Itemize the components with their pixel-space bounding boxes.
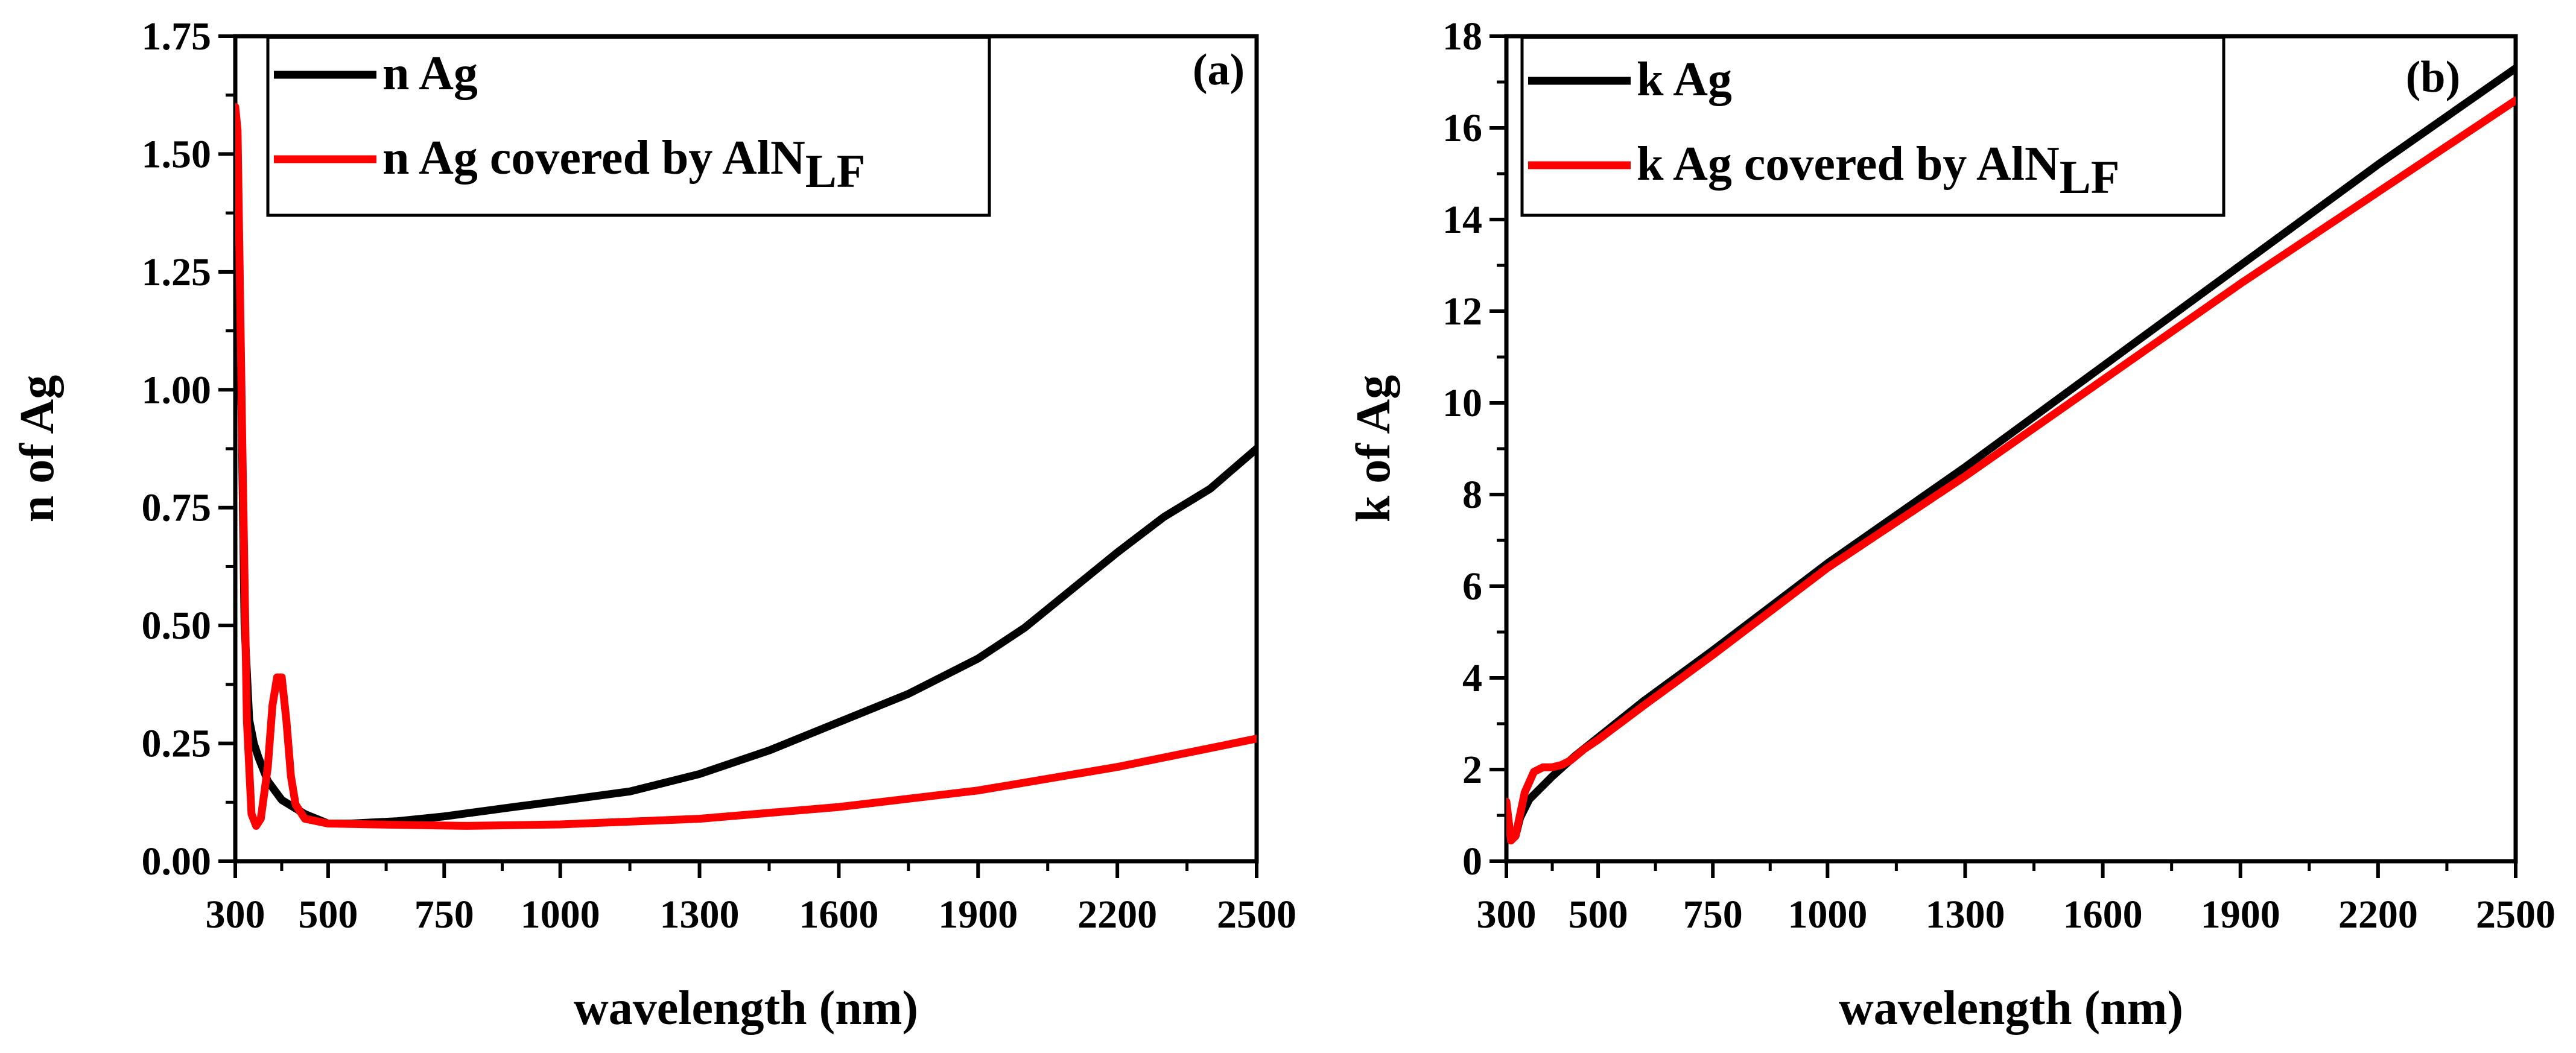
x-axis-label: wavelength (nm) [1839, 982, 2183, 1035]
y-axis-label: n of Ag [11, 375, 64, 523]
y-tick-label: 12 [1442, 289, 1482, 334]
x-tick-label: 2200 [2338, 893, 2418, 937]
y-tick-label: 2 [1462, 748, 1482, 792]
legend-box [266, 36, 991, 217]
x-tick-label: 2500 [1217, 893, 1296, 937]
series-line-red [235, 103, 1257, 830]
y-axis-label: k of Ag [1347, 375, 1400, 523]
y-tick-label: 0.75 [142, 486, 212, 530]
x-tick-label: 750 [414, 893, 474, 937]
x-tick-label: 750 [1683, 893, 1743, 937]
series-line-black [235, 112, 1257, 827]
y-tick-label: 4 [1462, 656, 1482, 700]
panel-label: (b) [2406, 52, 2460, 102]
y-tick-label: 0.00 [142, 840, 212, 884]
x-tick-label: 1000 [521, 893, 600, 937]
x-tick-label: 2200 [1077, 893, 1157, 937]
x-tick-label: 1600 [799, 893, 878, 937]
x-tick-label: 300 [206, 893, 265, 937]
y-tick-label: 1.50 [142, 132, 212, 176]
x-tick-label: 1900 [938, 893, 1018, 937]
x-tick-label: 2500 [2476, 893, 2555, 937]
x-tick-label: 300 [1477, 893, 1537, 937]
legend-label: n Ag [382, 47, 478, 100]
y-tick-label: 14 [1442, 198, 1482, 242]
x-tick-label: 500 [298, 893, 358, 937]
legend-subscript: LF [805, 145, 866, 197]
chart-a: 300 500 750 1000 1300 1600 1900 2200 2500 0.00 0.2… [11, 14, 1296, 1035]
chart-b: 300 500 750 1000 1300 1600 1900 2200 2500 0 2 4 6 8 10… [1347, 14, 2555, 1035]
y-tick-label: 8 [1462, 473, 1482, 517]
y-tick-label: 0 [1462, 840, 1482, 884]
y-tick-label: 18 [1442, 14, 1482, 58]
y-tick-label: 10 [1442, 381, 1482, 425]
legend-label: k Ag [1637, 53, 1732, 106]
y-tick-label: 0.50 [142, 604, 212, 648]
y-tick-label: 16 [1442, 106, 1482, 150]
y-tick-label: 1.00 [142, 368, 212, 412]
series-line-red [1506, 96, 2516, 845]
x-tick-label: 1900 [2201, 893, 2280, 937]
y-tick-label: 0.25 [142, 722, 212, 766]
y-tick-label: 6 [1462, 564, 1482, 609]
panel-label: (a) [1193, 45, 1245, 95]
legend-box [1520, 36, 2225, 217]
x-tick-label: 500 [1569, 893, 1628, 937]
x-tick-label: 1600 [2063, 893, 2143, 937]
x-tick-label: 1300 [660, 893, 740, 937]
x-tick-label: 1300 [1925, 893, 2005, 937]
x-axis-label: wavelength (nm) [574, 982, 918, 1035]
y-tick-label: 1.25 [142, 250, 212, 294]
y-tick-label: 1.75 [142, 14, 212, 58]
legend-subscript: LF [2060, 151, 2120, 203]
x-tick-label: 1000 [1788, 893, 1867, 937]
